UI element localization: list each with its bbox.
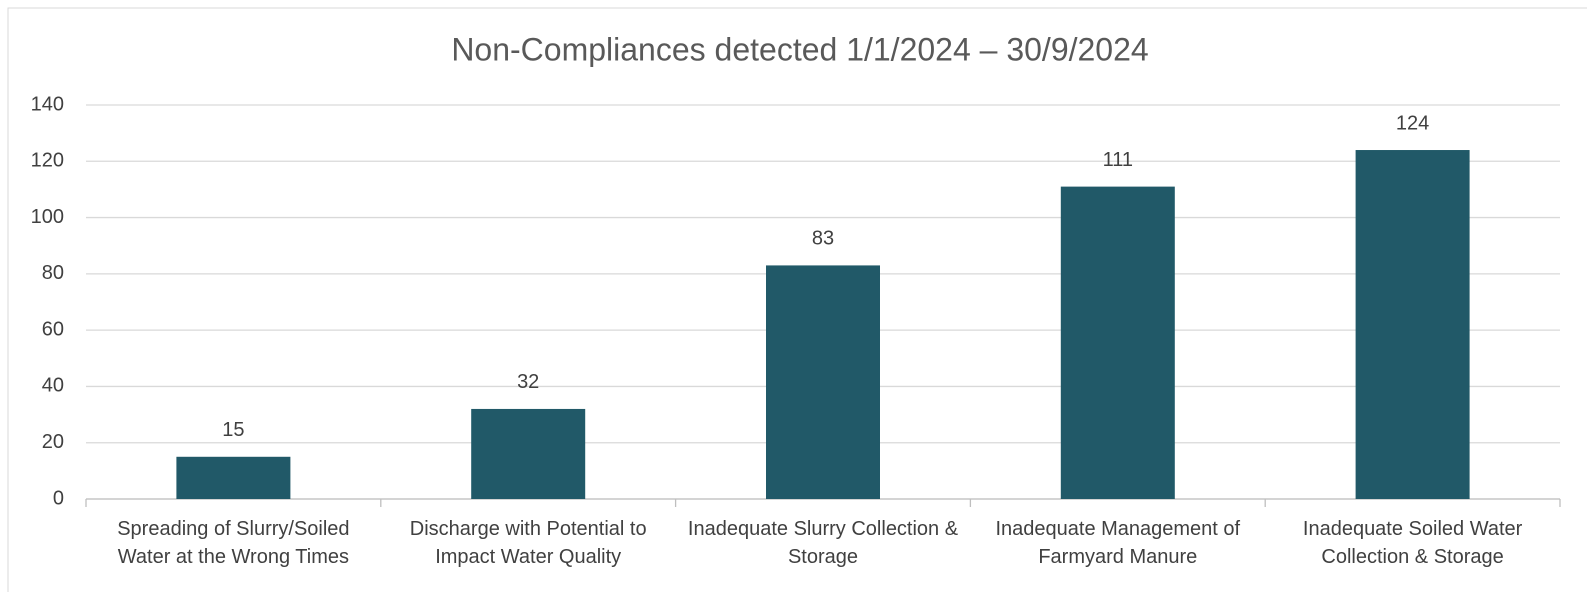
y-tick-label: 40 xyxy=(42,375,64,397)
x-tick-label: Discharge with Potential to Impact Water… xyxy=(409,518,647,568)
chart-title: Non-Compliances detected 1/1/2024 – 30/9… xyxy=(451,31,1148,67)
data-label: 124 xyxy=(1396,112,1429,134)
y-tick-label: 100 xyxy=(31,206,64,228)
x-tick-label: Inadequate Management of Farmyard Manure xyxy=(995,518,1241,568)
data-label: 15 xyxy=(222,419,244,441)
y-tick-label: 80 xyxy=(42,262,64,284)
y-tick-label: 140 xyxy=(31,93,64,115)
data-label: 32 xyxy=(517,371,539,393)
chart-border xyxy=(7,7,1587,592)
y-tick-label: 20 xyxy=(42,431,64,453)
bar xyxy=(1355,150,1470,499)
x-tick-label: Spreading of Slurry/Soiled Water at the … xyxy=(117,518,350,568)
y-tick-label: 0 xyxy=(53,487,64,509)
x-tick-label: Inadequate Soiled Water Collection & Sto… xyxy=(1302,518,1523,568)
y-tick-label: 60 xyxy=(42,318,64,340)
data-label: 83 xyxy=(812,228,834,250)
y-tick-label: 120 xyxy=(31,150,64,172)
bar xyxy=(766,265,880,499)
bar xyxy=(1060,186,1175,499)
x-tick-label: Inadequate Slurry Collection & Storage xyxy=(687,518,959,568)
bar xyxy=(471,408,586,499)
data-label: 111 xyxy=(1103,149,1133,171)
bar xyxy=(176,456,291,499)
